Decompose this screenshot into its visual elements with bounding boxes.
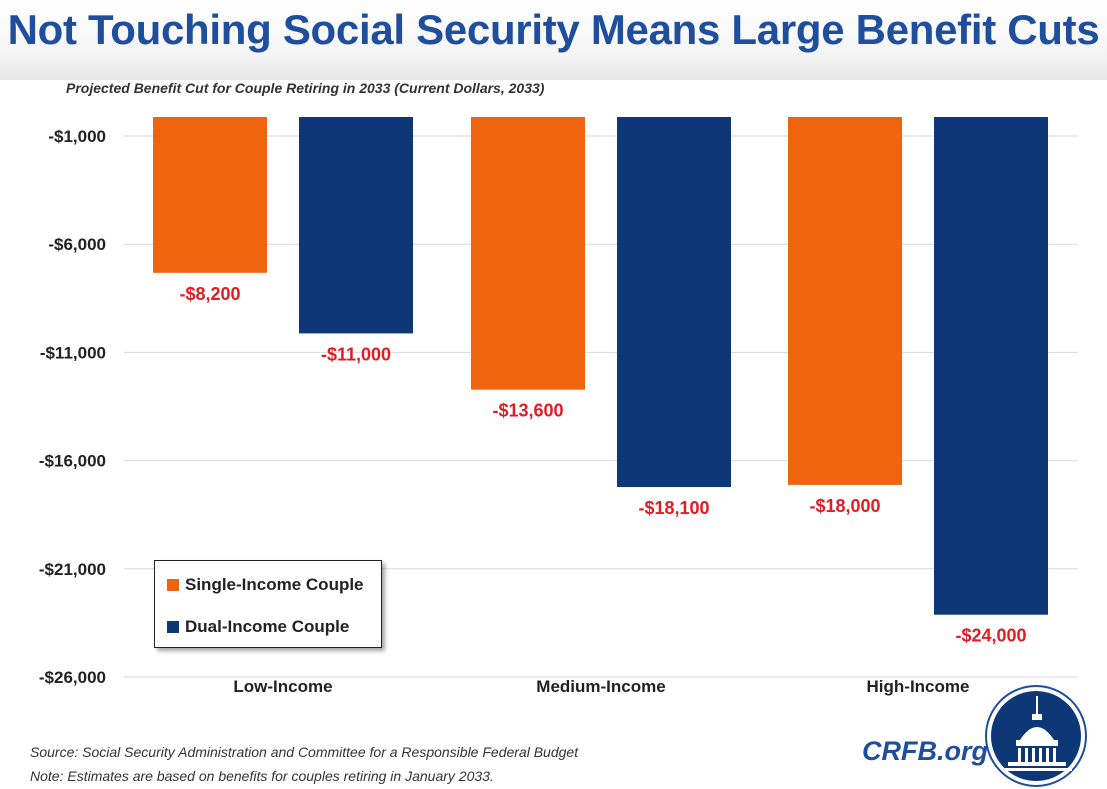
bar-dual [617, 117, 731, 488]
x-tick-label: Low-Income [233, 677, 332, 696]
header-band: Not Touching Social Security Means Large… [0, 0, 1107, 80]
source-note: Source: Social Security Administration a… [30, 740, 578, 788]
chart-legend: Single-Income Couple Dual-Income Couple [154, 560, 382, 648]
bar-dual [934, 117, 1048, 615]
x-tick-label: High-Income [867, 677, 970, 696]
data-label: -$8,200 [179, 284, 240, 304]
legend-swatch-dual [167, 621, 179, 633]
bar-single [153, 117, 267, 273]
y-tick-label: -$11,000 [40, 343, 106, 362]
x-tick-label: Medium-Income [536, 677, 665, 696]
chart-subtitle: Projected Benefit Cut for Couple Retirin… [66, 80, 545, 96]
y-tick-label: -$16,000 [39, 452, 106, 471]
bar-single [788, 117, 902, 485]
data-label: -$11,000 [321, 344, 391, 364]
y-tick-label: -$21,000 [39, 560, 106, 579]
page-title: Not Touching Social Security Means Large… [7, 6, 1100, 53]
legend-label-single: Single-Income Couple [185, 575, 364, 594]
data-label: -$18,100 [638, 498, 709, 518]
legend-label-dual: Dual-Income Couple [185, 617, 350, 636]
legend-item-single: Single-Income Couple [167, 574, 364, 596]
legend-item-dual: Dual-Income Couple [167, 616, 349, 638]
note-line: Note: Estimates are based on benefits fo… [30, 768, 494, 784]
data-label: -$24,000 [955, 626, 1026, 646]
y-tick-label: -$26,000 [39, 668, 106, 687]
brand-text: CRFB.org [862, 736, 988, 766]
y-tick-label: -$1,000 [48, 127, 106, 146]
y-tick-label: -$6,000 [48, 235, 106, 254]
data-label: -$13,600 [492, 401, 563, 421]
source-line: Source: Social Security Administration a… [30, 744, 579, 760]
data-label: -$18,000 [809, 496, 880, 516]
legend-swatch-single [167, 579, 179, 591]
bar-dual [299, 117, 413, 334]
capitol-dome-icon [985, 685, 1087, 787]
bar-single [471, 117, 585, 390]
